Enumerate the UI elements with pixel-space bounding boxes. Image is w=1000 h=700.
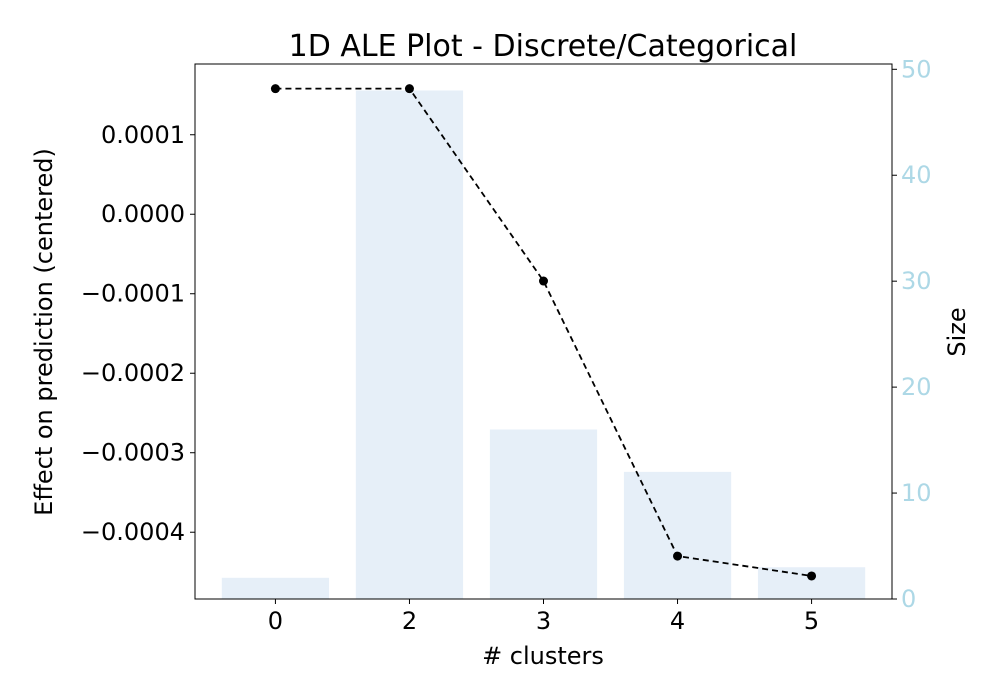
ale-point	[539, 276, 548, 286]
size-bar	[623, 471, 732, 599]
size-bar	[221, 577, 330, 599]
right-tick-label: 20	[901, 373, 932, 401]
ale-point	[404, 84, 414, 94]
right-tick-label: 50	[901, 55, 932, 83]
size-bar	[489, 429, 598, 599]
right-tick-label: 30	[901, 267, 932, 295]
left-tick-label: 0.0000	[101, 200, 185, 228]
y-axis-label-right: Size	[943, 307, 971, 356]
x-axis-label: # clusters	[482, 642, 604, 670]
left-axis: 0.0001 0.0000 −0.0001 −0.0002 −0.0003 −0.0004	[81, 121, 195, 546]
left-tick-label: −0.0004	[81, 518, 185, 546]
left-tick-label: 0.0001	[101, 121, 185, 149]
y-axis-label-left: Effect on prediction (centered)	[30, 148, 58, 516]
right-axis: 0 10 20 30 40 50	[892, 55, 932, 613]
x-axis: 0 2 3 4 5	[268, 599, 819, 635]
x-tick-label: 5	[804, 607, 819, 635]
ale-point	[673, 551, 683, 561]
right-tick-label: 10	[901, 479, 932, 507]
x-tick-label: 0	[268, 607, 283, 635]
left-tick-label: −0.0001	[81, 280, 185, 308]
x-tick-label: 3	[536, 607, 551, 635]
right-tick-label: 0	[901, 585, 916, 613]
ale-point	[807, 571, 817, 581]
right-tick-label: 40	[901, 161, 932, 189]
left-tick-label: −0.0003	[81, 439, 185, 467]
chart-title: 1D ALE Plot - Discrete/Categorical	[289, 29, 798, 64]
left-tick-label: −0.0002	[81, 359, 185, 387]
ale-point	[270, 84, 280, 94]
x-tick-label: 4	[670, 607, 685, 635]
x-tick-label: 2	[402, 607, 417, 635]
size-bar	[355, 90, 464, 600]
line-layer	[270, 84, 817, 581]
bar-layer	[221, 90, 866, 600]
